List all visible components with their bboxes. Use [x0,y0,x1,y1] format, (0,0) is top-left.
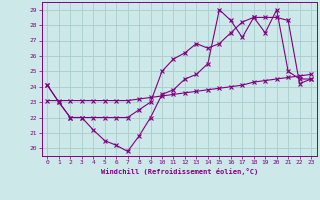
X-axis label: Windchill (Refroidissement éolien,°C): Windchill (Refroidissement éolien,°C) [100,168,258,175]
